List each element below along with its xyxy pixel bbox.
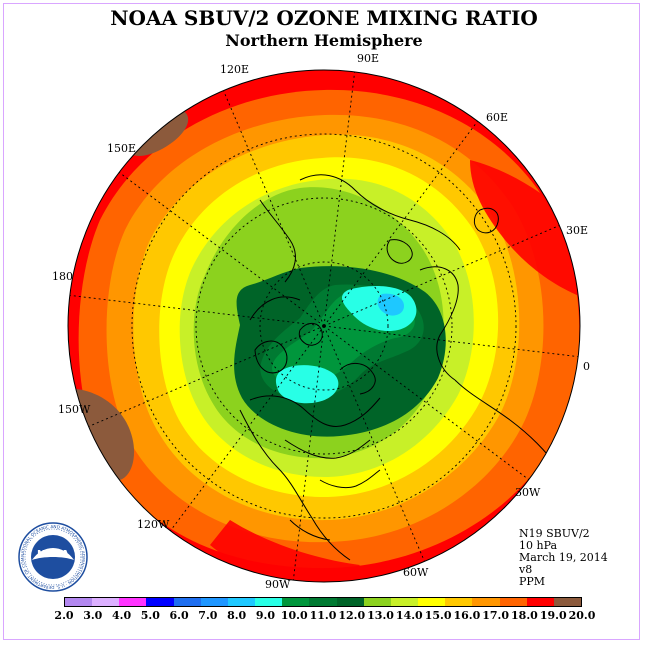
colorbar-swatch xyxy=(526,598,554,606)
colorbar-tick-label: 18.0 xyxy=(511,609,538,622)
longitude-label: 60W xyxy=(403,566,429,579)
colorbar-tick-label: 13.0 xyxy=(367,609,394,622)
colorbar-swatch xyxy=(336,598,364,606)
lat-lon-grid xyxy=(131,133,517,519)
red-band-east xyxy=(470,160,580,300)
colorbar-tick-label: 14.0 xyxy=(395,609,423,622)
longitude-label: 120E xyxy=(220,63,250,76)
colorbar-tick-label: 15.0 xyxy=(424,609,452,622)
colorbar-swatch xyxy=(390,598,419,606)
colorbar-swatch xyxy=(553,598,581,606)
colorbar-tick-label: 7.0 xyxy=(198,609,218,622)
colorbar-swatch xyxy=(363,598,391,606)
colorbar-swatch xyxy=(418,598,446,606)
colorbar-tick-label: 5.0 xyxy=(140,609,160,622)
map-subtitle: Northern Hemisphere xyxy=(225,31,423,50)
longitude-label: 150E xyxy=(107,142,137,155)
colorbar-swatch xyxy=(119,598,147,606)
info-level: 10 hPa xyxy=(519,539,558,552)
longitude-label: 150W xyxy=(58,403,91,416)
colorbar-swatch xyxy=(499,598,527,606)
info-version: v8 xyxy=(519,563,533,576)
colorbar-tick-label: 2.0 xyxy=(54,609,74,622)
info-block: N19 SBUV/2 10 hPa March 19, 2014 v8 PPM xyxy=(519,528,608,588)
longitude-label: 30E xyxy=(566,224,589,237)
colorbar-swatch xyxy=(173,598,201,606)
info-date: March 19, 2014 xyxy=(519,551,608,564)
colorbar-tick-label: 16.0 xyxy=(453,609,481,622)
longitude-label: 90E xyxy=(357,52,380,65)
longitude-label: 30W xyxy=(515,486,541,499)
colorbar-swatch xyxy=(472,598,500,606)
colorbar-tick-label: 17.0 xyxy=(482,609,510,622)
colorbar-tick-label: 4.0 xyxy=(111,609,132,622)
map-outline xyxy=(67,69,581,583)
map-title: NOAA SBUV/2 OZONE MIXING RATIO xyxy=(110,6,538,30)
noaa-logo: NOAA NATIONAL OCEANIC AND ATMOSPHERIC AD… xyxy=(16,518,88,592)
colorbar-swatch xyxy=(65,598,93,606)
colorbar-tick-label: 9.0 xyxy=(255,609,275,622)
longitude-label: 90W xyxy=(265,578,291,591)
colorbar-swatch xyxy=(146,598,174,606)
band-blue-core xyxy=(377,293,404,316)
colorbar-swatch xyxy=(282,598,310,606)
colorbar-swatch xyxy=(227,598,256,606)
colorbar-tick-label: 10.0 xyxy=(280,609,308,622)
colorbar-ticks: 2.0 3.0 4.0 5.0 6.0 7.0 8.0 9.0 10.0 11.0 12.0 13.0… xyxy=(48,609,598,623)
colorbar-swatch xyxy=(255,598,283,606)
info-satellite: N19 SBUV/2 xyxy=(519,527,590,540)
colorbar-tick-label: 20.0 xyxy=(568,609,596,622)
page-frame xyxy=(3,3,640,640)
colorbar-swatch xyxy=(445,598,473,606)
info-units: PPM xyxy=(519,575,546,588)
colorbar-swatch xyxy=(309,598,337,606)
colorbar-tick-label: 3.0 xyxy=(83,609,103,622)
colorbar-tick-label: 6.0 xyxy=(169,609,189,622)
red-band-southwest xyxy=(210,520,360,582)
colorbar-swatch xyxy=(92,598,120,606)
colorbar-tick-label: 8.0 xyxy=(227,609,247,622)
noaa-emblem-icon: NOAA NATIONAL OCEANIC AND ATMOSPHERIC AD… xyxy=(16,518,88,592)
band-cyan-south xyxy=(275,365,339,404)
longitude-label: 60E xyxy=(486,111,509,124)
longitude-label: 180 xyxy=(52,270,73,283)
colorbar-tick-label: 11.0 xyxy=(309,609,337,622)
colorbar-swatch xyxy=(200,598,228,606)
longitude-label: 0 xyxy=(583,360,590,373)
colorbar-tick-label: 19.0 xyxy=(539,609,567,622)
colorbar xyxy=(64,597,582,607)
colorbar-tick-label: 12.0 xyxy=(338,609,366,622)
noaa-logo-text: NOAA xyxy=(37,549,69,560)
longitude-label: 120W xyxy=(137,518,170,531)
